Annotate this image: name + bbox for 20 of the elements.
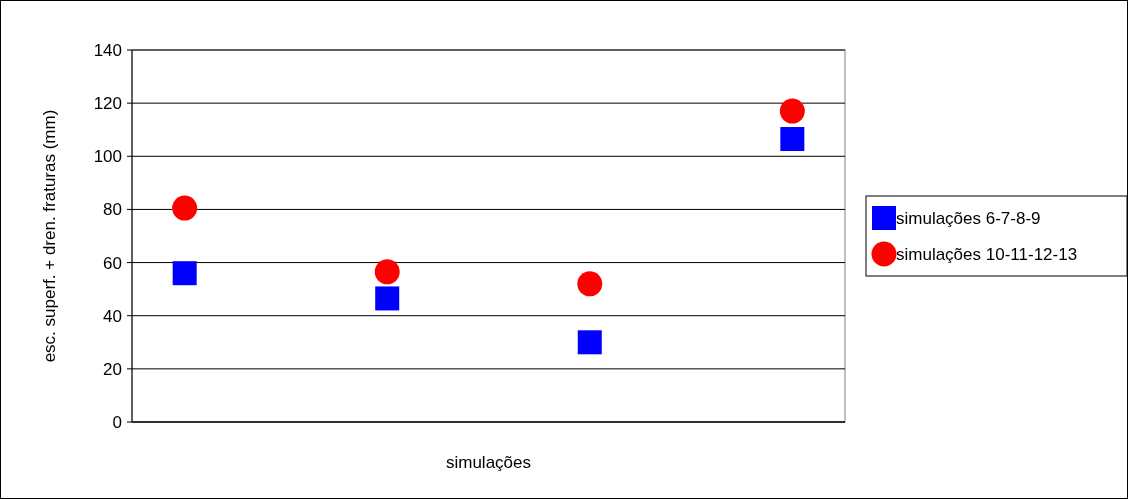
point xyxy=(577,330,602,355)
point xyxy=(172,195,198,221)
y-tick-label: 60 xyxy=(103,253,122,273)
point xyxy=(172,261,197,286)
y-tick-label: 40 xyxy=(103,306,122,326)
y-tick-label: 20 xyxy=(103,359,122,379)
legend-label: simulações 6-7-8-9 xyxy=(896,208,1041,228)
y-tick-label: 80 xyxy=(103,200,122,220)
y-tick-label: 100 xyxy=(93,147,122,167)
y-tick-label: 120 xyxy=(93,94,122,114)
point xyxy=(577,271,603,297)
point xyxy=(374,259,400,285)
y-tick-label: 140 xyxy=(93,40,122,60)
point xyxy=(779,98,805,124)
point xyxy=(375,286,400,311)
y-axis-title: esc. superf. + dren. fraturas (mm) xyxy=(40,109,59,363)
x-axis-title: simulações xyxy=(445,453,532,472)
y-tick-label: 0 xyxy=(112,412,122,432)
legend-label: simulações 10-11-12-13 xyxy=(896,244,1078,264)
point xyxy=(780,127,805,152)
